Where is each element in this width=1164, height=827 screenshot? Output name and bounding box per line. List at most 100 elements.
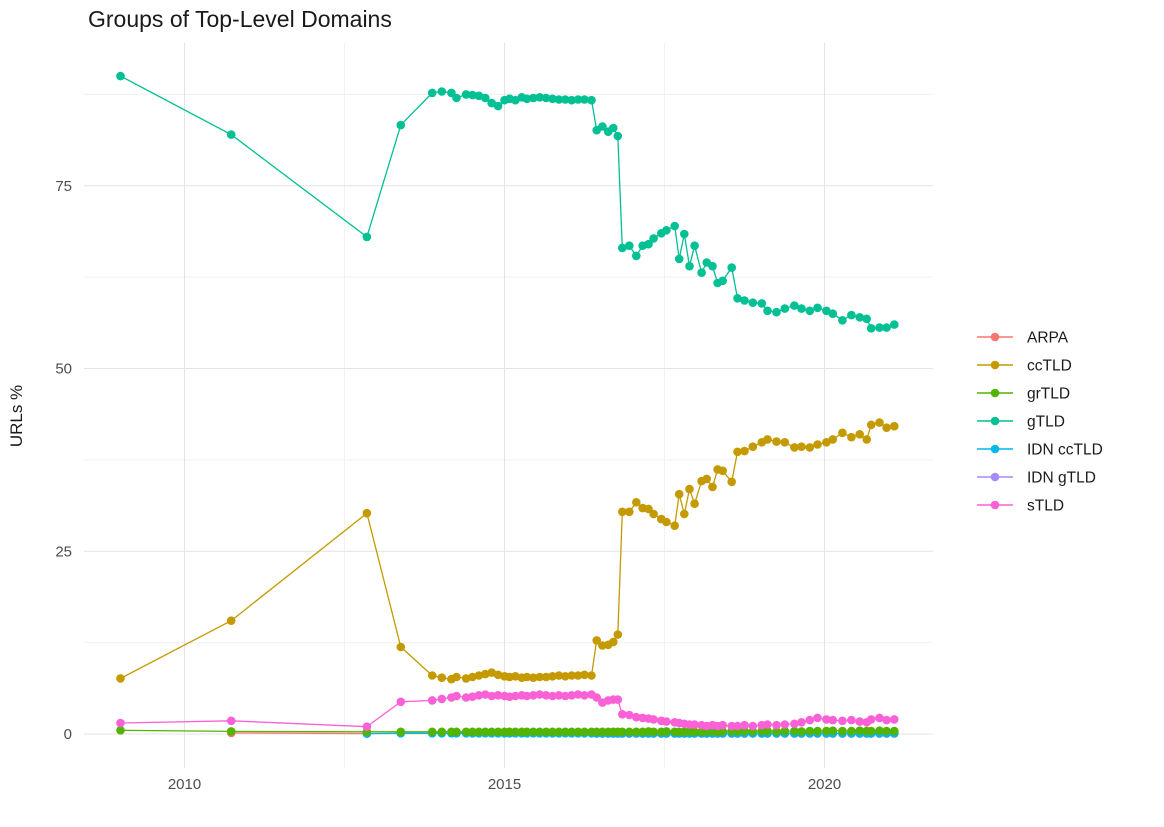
- x-axis-tick-labels: 2010 2015 2020: [168, 776, 841, 793]
- data-point-stld: [573, 690, 583, 699]
- data-point-cctld: [649, 509, 658, 519]
- data-point-stld: [452, 691, 461, 701]
- data-point-cctld: [396, 642, 406, 652]
- legend-item-stld: sTLD: [977, 498, 1064, 515]
- data-point-stld: [813, 713, 822, 723]
- data-point-cctld: [535, 672, 544, 682]
- legend-key-point-stld: [990, 500, 1000, 510]
- data-point-gtld: [632, 251, 641, 261]
- data-point-cctld: [733, 447, 742, 457]
- data-point-stld: [662, 717, 671, 726]
- data-point-gtld: [866, 324, 876, 333]
- data-point-cctld: [748, 442, 758, 452]
- data-point-grtld: [828, 726, 838, 735]
- data-point-stld: [116, 718, 125, 728]
- legend-item-idn-gtld: IDN gTLD: [977, 470, 1096, 487]
- data-point-stld: [541, 691, 551, 700]
- data-point-grtld: [481, 727, 490, 737]
- data-point-stld: [625, 710, 634, 720]
- data-point-gtld: [662, 226, 671, 235]
- data-point-gtld: [680, 229, 689, 239]
- data-point-gtld: [609, 123, 618, 133]
- data-point-cctld: [875, 418, 884, 427]
- series-stld: [116, 690, 899, 731]
- legend-key-point-cctld: [990, 360, 1000, 370]
- data-point-gtld: [396, 120, 406, 130]
- data-point-cctld: [362, 508, 372, 518]
- data-point-gtld: [541, 93, 551, 103]
- data-point-grtld: [561, 727, 570, 737]
- data-point-cctld: [561, 672, 570, 681]
- data-point-grtld: [632, 727, 641, 737]
- data-point-gtld: [855, 313, 864, 322]
- data-point-gtld: [797, 304, 806, 313]
- y-tick-label: 75: [55, 178, 72, 195]
- data-point-stld: [822, 715, 831, 724]
- legend-item-cctld: ccTLD: [977, 358, 1072, 375]
- legend-label-arpa: ARPA: [1027, 330, 1069, 347]
- data-point-grtld: [548, 727, 557, 737]
- data-point-cctld: [866, 420, 876, 430]
- legend-key-point-idn-cctld: [990, 444, 1000, 454]
- data-point-grtld: [541, 727, 551, 737]
- data-point-grtld: [567, 727, 576, 737]
- data-point-gtld: [690, 241, 699, 250]
- data-point-stld: [535, 690, 544, 699]
- data-point-cctld: [461, 674, 471, 683]
- data-point-stld: [748, 721, 758, 731]
- data-point-cctld: [592, 636, 601, 645]
- data-point-gtld: [757, 299, 767, 308]
- legend-label-cctld: ccTLD: [1027, 358, 1072, 375]
- data-point-stld: [780, 720, 790, 729]
- legend-key-point-arpa: [990, 332, 1000, 342]
- legend-item-arpa: ARPA: [977, 330, 1069, 347]
- data-point-cctld: [855, 430, 864, 439]
- data-point-gtld: [763, 306, 772, 316]
- data-point-stld: [461, 693, 471, 702]
- data-point-cctld: [805, 443, 815, 452]
- data-point-stld: [522, 691, 532, 701]
- legend-key-point-grtld: [990, 388, 1000, 398]
- data-point-stld: [396, 697, 406, 707]
- data-point-cctld: [847, 432, 856, 442]
- data-point-gtld: [772, 307, 781, 317]
- data-point-stld: [474, 691, 484, 700]
- data-point-gtld: [587, 95, 596, 105]
- data-point-grtld: [875, 726, 884, 735]
- data-point-grtld: [838, 726, 847, 736]
- data-point-grtld: [437, 727, 447, 737]
- data-point-cctld: [541, 672, 551, 682]
- data-point-stld: [554, 691, 564, 700]
- data-point-stld: [529, 691, 538, 700]
- data-point-grtld: [535, 727, 544, 737]
- data-point-cctld: [772, 437, 781, 446]
- x-tick-label: 2010: [168, 776, 201, 793]
- data-point-grtld: [805, 726, 815, 736]
- legend: ARPA ccTLD grTLD gTLD IDN ccTLD IDN gTLD sTLD: [977, 330, 1103, 515]
- data-point-cctld: [573, 671, 583, 680]
- data-point-stld: [613, 695, 623, 704]
- data-point-stld: [828, 715, 838, 725]
- data-point-cctld: [828, 435, 838, 444]
- data-point-cctld: [427, 671, 437, 680]
- legend-key-point-gtld: [990, 416, 1000, 426]
- data-point-grtld: [474, 727, 484, 737]
- data-point-stld: [561, 691, 570, 701]
- data-point-stld: [487, 691, 497, 701]
- data-point-cctld: [437, 673, 447, 682]
- series-cctld: [116, 418, 899, 684]
- data-point-cctld: [662, 517, 671, 527]
- x-tick-label: 2015: [488, 776, 521, 793]
- data-point-stld: [763, 720, 772, 729]
- data-point-stld: [797, 718, 806, 727]
- data-point-cctld: [226, 616, 236, 625]
- data-point-gtld: [598, 122, 607, 131]
- data-point-cctld: [674, 489, 684, 499]
- legend-item-idn-cctld: IDN ccTLD: [977, 442, 1103, 459]
- data-point-stld: [790, 719, 799, 729]
- data-point-gtld: [116, 71, 125, 81]
- data-point-grtld: [797, 727, 806, 736]
- series-grtld: [116, 726, 899, 737]
- data-point-stld: [468, 692, 477, 701]
- data-point-cctld: [511, 672, 520, 681]
